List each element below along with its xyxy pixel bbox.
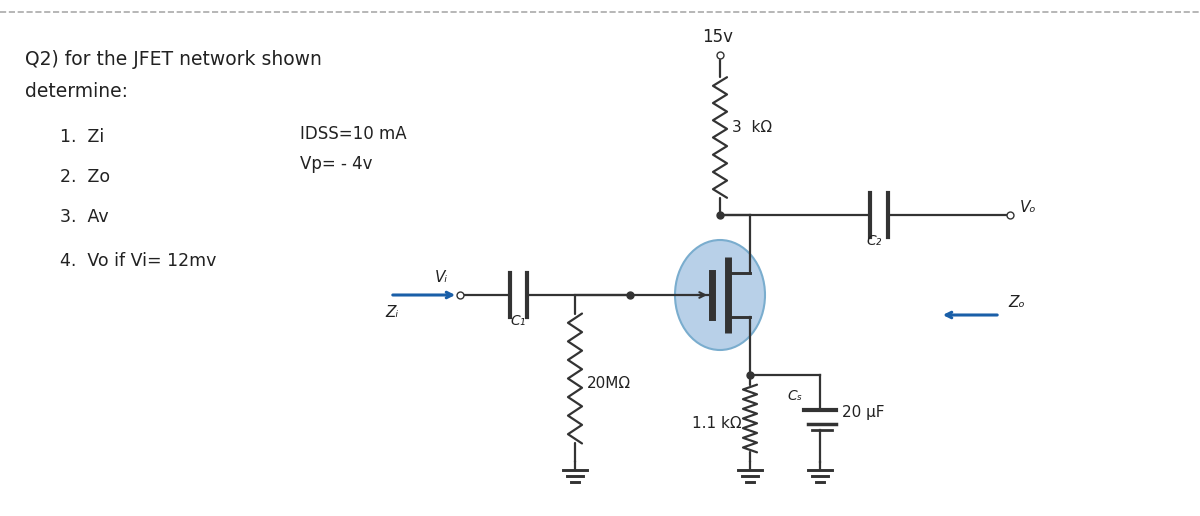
Text: 3  kΩ: 3 kΩ [732,120,772,135]
Ellipse shape [674,240,766,350]
Text: determine:: determine: [25,82,128,101]
Text: Cₛ: Cₛ [787,389,802,403]
Text: 20 μF: 20 μF [842,406,884,421]
Text: 2.  Zo: 2. Zo [60,168,110,186]
Text: Vᵢ: Vᵢ [434,270,448,285]
Text: 15v: 15v [702,28,733,46]
Text: 1.  Zi: 1. Zi [60,128,104,146]
Text: C₂: C₂ [866,234,882,248]
Text: Zᵢ: Zᵢ [385,305,398,320]
Text: Vp= - 4v: Vp= - 4v [300,155,372,173]
Text: IDSS=10 mA: IDSS=10 mA [300,125,407,143]
Text: Q2) for the JFET network shown: Q2) for the JFET network shown [25,50,322,69]
Text: 4.  Vo if Vi= 12mv: 4. Vo if Vi= 12mv [60,252,216,270]
Text: 1.1 kΩ: 1.1 kΩ [692,415,742,430]
Text: C₁: C₁ [510,314,526,328]
Text: Zₒ: Zₒ [1008,295,1025,310]
Text: 3.  Av: 3. Av [60,208,109,226]
Text: Vₒ: Vₒ [1020,200,1037,215]
Text: 20MΩ: 20MΩ [587,376,631,391]
